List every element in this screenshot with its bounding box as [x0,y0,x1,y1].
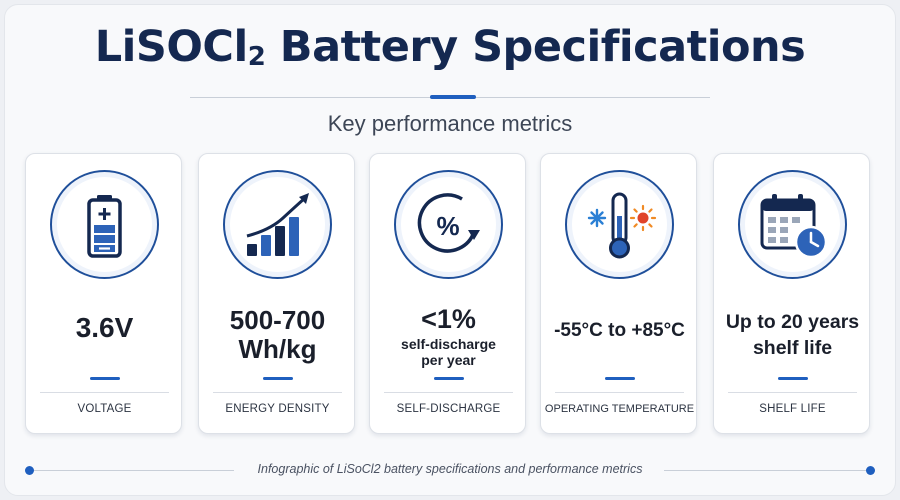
title-accent-bar [430,95,476,99]
spec-card-voltage: 3.6V VOLTAGE [25,153,182,434]
page-title: LiSOCl2 Battery Specifications [94,22,806,72]
card-accent-bar [778,377,808,380]
card-divider [555,392,684,393]
thermometer-icon [565,170,674,279]
footer-caption: Infographic of LiSoCl2 battery specifica… [257,462,643,476]
calendar-clock-icon [738,170,847,279]
snowflake-icon [587,208,607,228]
spec-card-operating-temperature: -55°C to +85°C OPERATING TEMPERATURE [540,153,697,434]
card-divider [213,392,342,393]
spec-card-self-discharge: % <1% self-discharge per year SELF-DISCH… [369,153,526,434]
percent-cycle-icon: % [394,170,503,279]
card-divider [728,392,857,393]
self-discharge-label: SELF-DISCHARGE [396,403,501,415]
svg-text:%: % [436,211,459,241]
card-accent-bar [605,377,635,380]
footer-rule-right [664,470,866,471]
shelf-life-label: SHELF LIFE [759,403,826,415]
footer-rule-left [34,470,234,471]
operating-temperature-value: -55°C to +85°C [554,320,685,341]
subtitle: Key performance metrics [327,111,573,136]
card-accent-bar [263,377,293,380]
energy-density-label: ENERGY DENSITY [225,403,330,415]
shelf-life-value: Up to 20 years shelf life [725,311,860,360]
card-divider [40,392,169,393]
operating-temperature-label: OPERATING TEMPERATURE [544,403,695,415]
card-accent-bar [90,377,120,380]
card-divider [384,392,513,393]
growth-chart-icon [223,170,332,279]
energy-density-value: 500-700 Wh/kg [229,305,326,365]
spec-card-energy-density: 500-700 Wh/kg ENERGY DENSITY [198,153,355,434]
voltage-label: VOLTAGE [77,403,132,415]
spec-card-shelf-life: Up to 20 years shelf life SHELF LIFE [713,153,870,434]
footer-dot-left [25,466,34,475]
self-discharge-value: <1% [421,304,476,334]
self-discharge-detail: self-discharge per year [401,336,496,369]
footer-dot-right [866,466,875,475]
card-accent-bar [434,377,464,380]
sun-icon [629,204,657,232]
battery-icon [50,170,159,279]
voltage-value: 3.6V [75,312,134,343]
